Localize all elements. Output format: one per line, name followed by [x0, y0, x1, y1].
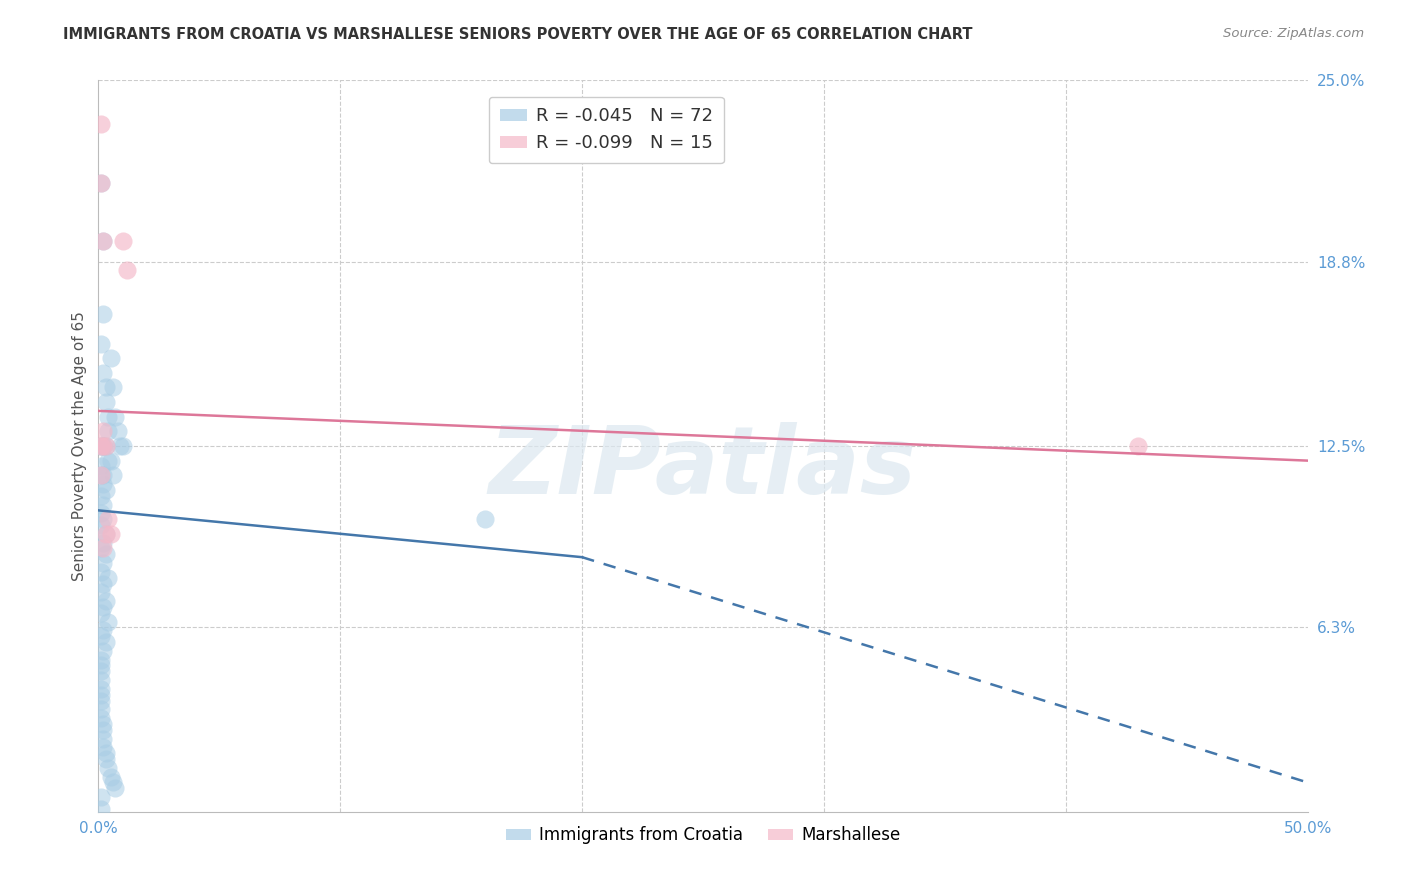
- Point: [94, 594, 117, 608]
- Point: [100, 453, 122, 467]
- Point: [90, 468, 112, 483]
- Point: [91, 307, 114, 321]
- Point: [100, 526, 122, 541]
- Point: [91, 556, 114, 570]
- Point: [101, 468, 124, 483]
- Point: [90, 439, 112, 453]
- Point: [90, 606, 112, 620]
- Point: [90, 681, 112, 696]
- Point: [94, 752, 117, 766]
- Point: [91, 624, 114, 638]
- Point: [90, 702, 112, 716]
- Point: [94, 526, 117, 541]
- Legend: Immigrants from Croatia, Marshallese: Immigrants from Croatia, Marshallese: [499, 820, 907, 851]
- Point: [90, 673, 112, 687]
- Point: [111, 439, 134, 453]
- Point: [91, 717, 114, 731]
- Text: Source: ZipAtlas.com: Source: ZipAtlas.com: [1223, 27, 1364, 40]
- Point: [91, 541, 114, 556]
- Point: [91, 425, 114, 439]
- Point: [97, 761, 120, 775]
- Text: ZIPatlas: ZIPatlas: [489, 422, 917, 514]
- Point: [91, 439, 114, 453]
- Point: [90, 506, 112, 520]
- Point: [90, 565, 112, 579]
- Point: [91, 644, 114, 658]
- Point: [94, 439, 117, 453]
- Point: [91, 512, 114, 526]
- Text: IMMIGRANTS FROM CROATIA VS MARSHALLESE SENIORS POVERTY OVER THE AGE OF 65 CORREL: IMMIGRANTS FROM CROATIA VS MARSHALLESE S…: [63, 27, 973, 42]
- Point: [91, 535, 114, 549]
- Point: [94, 395, 117, 409]
- Point: [90, 336, 112, 351]
- Point: [94, 439, 117, 453]
- Point: [104, 409, 127, 424]
- Point: [108, 439, 131, 453]
- Point: [91, 439, 114, 453]
- Point: [97, 615, 120, 629]
- Point: [90, 117, 112, 131]
- Point: [474, 512, 496, 526]
- Point: [90, 518, 112, 533]
- Point: [97, 571, 120, 585]
- Point: [94, 635, 117, 649]
- Point: [90, 693, 112, 707]
- Point: [97, 453, 120, 467]
- Point: [90, 665, 112, 679]
- Point: [101, 380, 124, 394]
- Point: [91, 366, 114, 380]
- Point: [1128, 439, 1150, 453]
- Point: [107, 425, 129, 439]
- Point: [90, 439, 112, 453]
- Point: [94, 547, 117, 561]
- Point: [97, 512, 120, 526]
- Point: [90, 688, 112, 702]
- Point: [90, 790, 112, 805]
- Point: [91, 723, 114, 737]
- Point: [91, 731, 114, 746]
- Point: [91, 740, 114, 755]
- Point: [91, 234, 114, 248]
- Point: [111, 234, 134, 248]
- Point: [91, 468, 114, 483]
- Point: [90, 585, 112, 599]
- Point: [91, 477, 114, 491]
- Point: [90, 176, 112, 190]
- Point: [90, 802, 112, 816]
- Point: [94, 483, 117, 497]
- Point: [90, 658, 112, 673]
- Point: [94, 380, 117, 394]
- Point: [91, 576, 114, 591]
- Point: [94, 526, 117, 541]
- Point: [94, 746, 117, 760]
- Point: [100, 351, 122, 366]
- Point: [90, 468, 112, 483]
- Point: [90, 489, 112, 503]
- Point: [101, 775, 124, 789]
- Point: [91, 599, 114, 614]
- Point: [90, 711, 112, 725]
- Point: [90, 629, 112, 643]
- Point: [104, 781, 127, 796]
- Point: [117, 263, 139, 277]
- Point: [91, 234, 114, 248]
- Point: [90, 652, 112, 666]
- Y-axis label: Seniors Poverty Over the Age of 65: Seniors Poverty Over the Age of 65: [72, 311, 87, 581]
- Point: [90, 439, 112, 453]
- Point: [91, 498, 114, 512]
- Point: [97, 425, 120, 439]
- Point: [90, 459, 112, 474]
- Point: [91, 439, 114, 453]
- Point: [90, 176, 112, 190]
- Point: [97, 409, 120, 424]
- Point: [100, 770, 122, 784]
- Point: [90, 541, 112, 556]
